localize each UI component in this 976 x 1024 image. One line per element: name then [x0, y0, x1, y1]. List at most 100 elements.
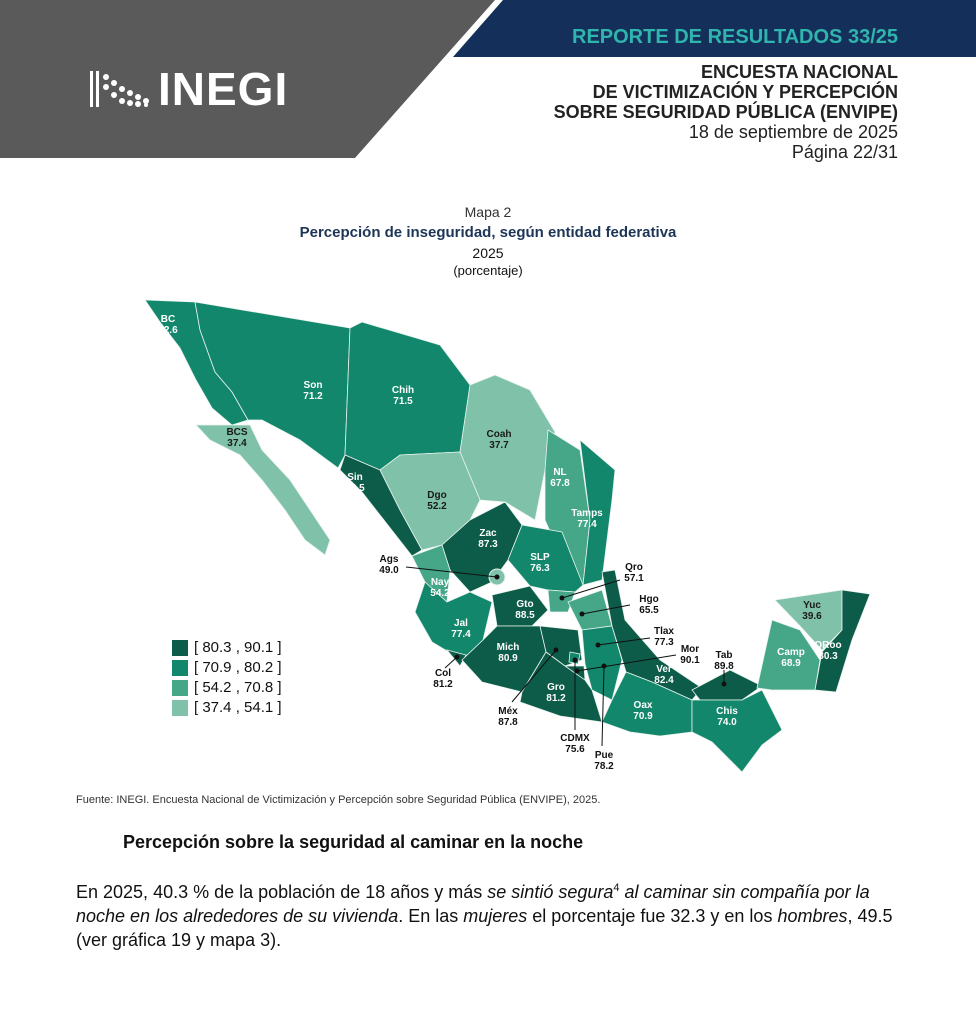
text: . En las — [398, 906, 464, 926]
state-abbr: Gto — [516, 599, 533, 610]
text: En 2025, 40.3 % de la población de 18 añ… — [76, 882, 488, 902]
leader-line — [561, 579, 621, 599]
state-value: 65.5 — [639, 605, 659, 616]
state-tamps — [579, 439, 616, 586]
state-value: 87.8 — [498, 717, 518, 728]
state-value: 77.4 — [577, 519, 597, 530]
state-abbr: Tamps — [571, 508, 603, 519]
state-value: 78.2 — [594, 761, 614, 772]
map-legend: [ 80.3 , 90.1 ] [ 70.9 , 80.2 ] [ 54.2 ,… — [172, 638, 282, 718]
state-abbr: Yuc — [803, 600, 821, 611]
page-number: Página 22/31 — [791, 142, 898, 162]
text: , 49.5 (ver gráfica 19 y mapa 3). — [76, 906, 893, 950]
state-marker — [454, 654, 460, 660]
state-abbr: Pue — [595, 750, 614, 761]
state-marker — [494, 574, 500, 580]
state-value: 37.7 — [489, 440, 509, 451]
state-abbr: Son — [304, 380, 323, 391]
state-abbr: Chih — [392, 385, 414, 396]
legend-range: [ 80.3 , 90.1 ] — [194, 639, 282, 656]
state-abbr: Ver — [656, 664, 672, 675]
state-yuc — [774, 589, 843, 651]
text: hombres — [777, 906, 848, 926]
state-abbr: Mor — [681, 644, 699, 655]
state-value: 80.5 — [345, 483, 365, 494]
state-abbr: Nay — [431, 577, 450, 588]
state-marker — [572, 657, 578, 663]
map-year: 2025 — [472, 245, 504, 261]
legend-range: [ 70.9 , 80.2 ] — [194, 659, 282, 676]
state-qroo — [814, 589, 871, 693]
state-abbr: Camp — [777, 647, 805, 658]
legend-item: [ 37.4 , 54.1 ] — [172, 698, 282, 718]
state-value: 76.3 — [530, 563, 550, 574]
legend-range: [ 54.2 , 70.8 ] — [194, 679, 282, 696]
legend-swatch — [172, 680, 188, 696]
legend-range: [ 37.4 , 54.1 ] — [194, 699, 282, 716]
state-value: 71.5 — [393, 396, 413, 407]
leader-line — [444, 656, 458, 669]
state-value: 72.6 — [158, 325, 178, 336]
state-value: 67.8 — [550, 478, 570, 489]
leader-line — [581, 604, 631, 615]
state-abbr: Tab — [715, 650, 732, 661]
leader-line — [601, 665, 605, 747]
state-value: 77.3 — [654, 637, 674, 648]
text: el porcentaje fue 32.3 y en los — [527, 906, 778, 926]
state-marker — [601, 663, 607, 669]
state-abbr: Chis — [716, 706, 738, 717]
state-value: 68.9 — [781, 658, 801, 669]
state-value: 39.6 — [802, 611, 822, 622]
state-marker — [721, 681, 727, 687]
report-number: REPORTE DE RESULTADOS 33/25 — [572, 26, 898, 48]
legend-swatch — [172, 700, 188, 716]
legend-item: [ 54.2 , 70.8 ] — [172, 678, 282, 698]
leader-line — [576, 654, 677, 672]
footnote-ref[interactable]: 4 — [613, 882, 620, 894]
source-note: Fuente: INEGI. Encuesta Nacional de Vict… — [76, 794, 601, 806]
state-abbr: Tlax — [654, 626, 674, 637]
state-abbr: BC — [161, 314, 175, 325]
state-nay — [411, 544, 451, 603]
state-marker — [579, 611, 585, 617]
state-abbr: Qro — [625, 562, 643, 573]
report-date: 18 de septiembre de 2025 — [688, 122, 898, 142]
state-qro — [547, 589, 576, 613]
state-abbr: Mich — [497, 642, 520, 653]
text: mujeres — [463, 906, 528, 926]
state-value: 74.0 — [717, 717, 737, 728]
state-abbr: SLP — [530, 552, 550, 563]
state-abbr: Ags — [380, 554, 399, 565]
state-chis — [691, 689, 783, 773]
state-value: 37.4 — [227, 438, 247, 449]
state-abbr: Gro — [547, 682, 565, 693]
state-value: 71.2 — [303, 391, 323, 402]
state-abbr: QRoo — [814, 640, 841, 651]
legend-swatch — [172, 640, 188, 656]
state-value: 89.8 — [714, 661, 734, 672]
survey-header: ENCUESTA NACIONAL DE VICTIMIZACIÓN Y PER… — [554, 62, 898, 162]
state-bcs — [195, 424, 331, 556]
state-abbr: Hgo — [639, 594, 658, 605]
state-value: 87.3 — [478, 539, 498, 550]
logo-text: INEGI — [158, 63, 289, 115]
state-abbr: NL — [553, 467, 566, 478]
state-value: 57.1 — [624, 573, 644, 584]
state-gto — [491, 585, 549, 627]
legend-swatch — [172, 660, 188, 676]
state-marker — [553, 647, 559, 653]
state-marker — [595, 642, 601, 648]
state-abbr: Sin — [347, 472, 363, 483]
map-label: Mapa 2 — [464, 204, 512, 220]
state-marker — [559, 595, 565, 601]
state-abbr: Méx — [498, 706, 518, 717]
map-unit: (porcentaje) — [453, 263, 523, 278]
inegi-logo: INEGI — [90, 62, 288, 116]
body-paragraph: En 2025, 40.3 % de la población de 18 añ… — [76, 876, 906, 952]
leader-line — [597, 637, 651, 646]
state-abbr: Oax — [634, 700, 653, 711]
state-value: 75.6 — [565, 744, 585, 755]
header-banner — [0, 0, 976, 158]
survey-title-line: SOBRE SEGURIDAD PÚBLICA (ENVIPE) — [553, 102, 898, 122]
